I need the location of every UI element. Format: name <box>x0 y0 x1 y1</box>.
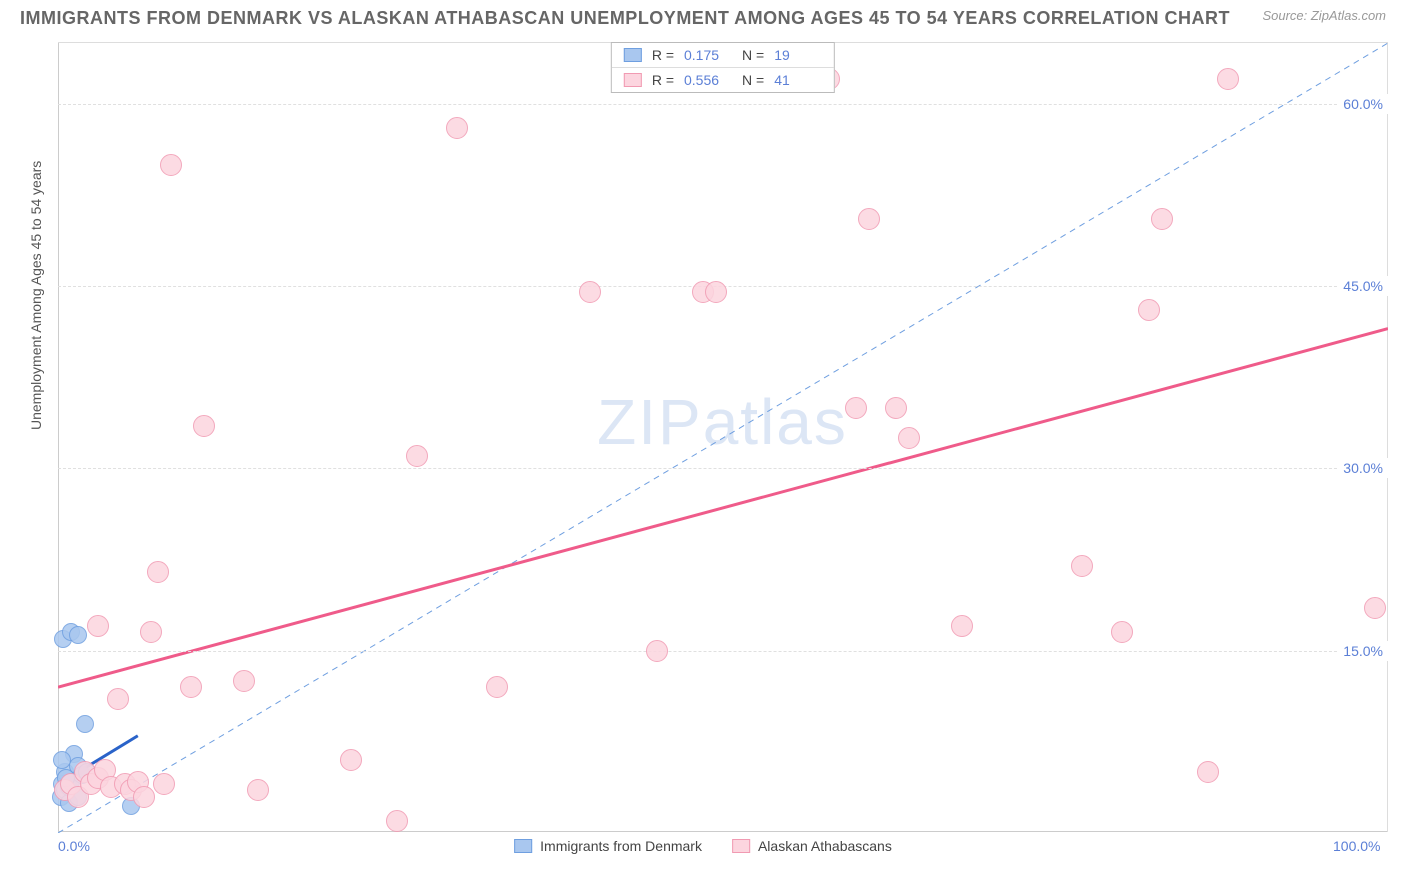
denmark-point <box>53 751 71 769</box>
athabascan-point <box>1151 208 1173 230</box>
x-axis <box>58 831 1387 832</box>
athabascan-point <box>386 810 408 832</box>
athabascan-point <box>233 670 255 692</box>
watermark: ZIPatlas <box>597 385 848 459</box>
gridline <box>58 468 1387 469</box>
athabascan-point <box>1138 299 1160 321</box>
gridline <box>58 651 1387 652</box>
y-axis-title: Unemployment Among Ages 45 to 54 years <box>28 161 44 430</box>
n-label: N = <box>742 72 764 88</box>
legend-item-athabascan: Alaskan Athabascans <box>732 838 892 854</box>
r-value: 0.175 <box>684 47 732 63</box>
legend-item-denmark: Immigrants from Denmark <box>514 838 702 854</box>
chart-plot-area: ZIPatlas 15.0% 30.0% 45.0% 60.0% R = 0.175 N … <box>58 42 1388 832</box>
athabascan-point <box>1364 597 1386 619</box>
swatch-icon <box>624 48 642 62</box>
n-value: 19 <box>774 47 822 63</box>
athabascan-point <box>1111 621 1133 643</box>
athabascan-point <box>1071 555 1093 577</box>
r-value: 0.556 <box>684 72 732 88</box>
athabascan-point <box>340 749 362 771</box>
athabascan-point <box>153 773 175 795</box>
athabascan-point <box>87 615 109 637</box>
chart-title: IMMIGRANTS FROM DENMARK VS ALASKAN ATHAB… <box>20 8 1230 29</box>
correlation-legend: R = 0.175 N = 19 R = 0.556 N = 41 <box>611 42 835 93</box>
athabascan-point <box>193 415 215 437</box>
swatch-icon <box>514 839 532 853</box>
y-tick-label: 15.0% <box>1337 641 1389 661</box>
athabascan-point <box>898 427 920 449</box>
athabascan-point <box>858 208 880 230</box>
athabascan-point <box>140 621 162 643</box>
y-tick-label: 30.0% <box>1337 458 1389 478</box>
gridline <box>58 104 1387 105</box>
denmark-ideal-line <box>58 43 1388 833</box>
athabascan-point <box>180 676 202 698</box>
n-label: N = <box>742 47 764 63</box>
athabascan-point <box>247 779 269 801</box>
y-axis <box>58 43 59 832</box>
athabascan-point <box>951 615 973 637</box>
x-tick-min: 0.0% <box>58 838 90 854</box>
legend-label: Alaskan Athabascans <box>758 838 892 854</box>
trend-lines-layer <box>58 43 1388 833</box>
athabascan-point <box>406 445 428 467</box>
n-value: 41 <box>774 72 822 88</box>
athabascan-point <box>147 561 169 583</box>
athabascan-point <box>107 688 129 710</box>
r-label: R = <box>652 72 674 88</box>
series-legend: Immigrants from Denmark Alaskan Athabasca… <box>514 838 892 854</box>
athabascan-point <box>579 281 601 303</box>
athabascan-point <box>1197 761 1219 783</box>
legend-row-denmark: R = 0.175 N = 19 <box>612 43 834 68</box>
athabascan-point <box>160 154 182 176</box>
y-tick-label: 45.0% <box>1337 276 1389 296</box>
swatch-icon <box>624 73 642 87</box>
athabascan-point <box>446 117 468 139</box>
athabascan-trend-line <box>58 329 1388 688</box>
source-label: Source: ZipAtlas.com <box>1262 8 1386 23</box>
legend-row-athabascan: R = 0.556 N = 41 <box>612 68 834 92</box>
athabascan-point <box>133 786 155 808</box>
athabascan-point <box>845 397 867 419</box>
y-tick-label: 60.0% <box>1337 94 1389 114</box>
denmark-point <box>69 626 87 644</box>
r-label: R = <box>652 47 674 63</box>
swatch-icon <box>732 839 750 853</box>
athabascan-point <box>1217 68 1239 90</box>
athabascan-point <box>486 676 508 698</box>
denmark-point <box>76 715 94 733</box>
athabascan-point <box>646 640 668 662</box>
athabascan-point <box>705 281 727 303</box>
legend-label: Immigrants from Denmark <box>540 838 702 854</box>
athabascan-point <box>885 397 907 419</box>
x-tick-max: 100.0% <box>1333 838 1380 854</box>
